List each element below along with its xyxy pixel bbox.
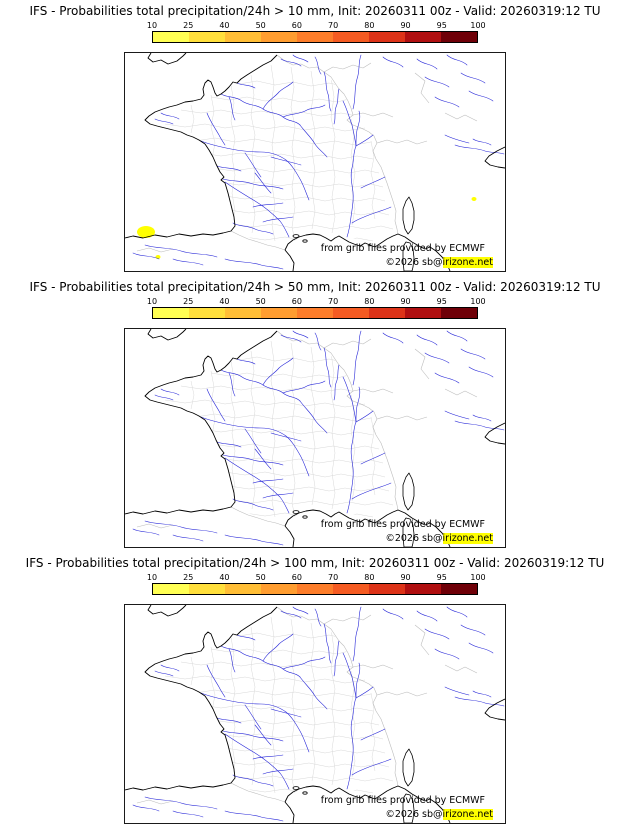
colorbar-segment: [369, 32, 405, 42]
copyright-prefix: ©2026 sb@: [385, 257, 443, 268]
probability-areas: [137, 197, 477, 259]
copyright-prefix: ©2026 sb@: [385, 533, 443, 544]
colorbar-tick-label: 40: [219, 297, 230, 306]
panel-title: IFS - Probabilities total precipitation/…: [29, 4, 601, 18]
colorbar-segment: [153, 308, 189, 318]
probability-colorbar: 10 25 40 50 60 70 80 90 95 100: [147, 573, 486, 595]
colorbar-tick-label: 90: [400, 573, 411, 582]
colorbar-tick-label: 100: [470, 297, 486, 306]
colorbar-tick-label: 60: [291, 297, 302, 306]
colorbar-tick-label: 80: [364, 21, 375, 30]
colorbar-tick-labels: 10 25 40 50 60 70 80 90 95 100: [147, 297, 486, 307]
colorbar-tick-label: 90: [400, 297, 411, 306]
colorbar-tick-label: 100: [470, 21, 486, 30]
colorbar-segment: [261, 584, 297, 594]
copyright-highlight: irizone.net: [442, 533, 493, 544]
panel-threshold-10mm: IFS - Probabilities total precipitation/…: [0, 0, 630, 276]
colorbar-tick-label: 80: [364, 297, 375, 306]
copyright-prefix: ©2026 sb@: [385, 809, 443, 820]
colorbar-segment: [261, 32, 297, 42]
france-map: from grib files provided by ECMWF ©2026 …: [124, 328, 506, 548]
panel-title: IFS - Probabilities total precipitation/…: [29, 280, 601, 294]
colorbar-tick-label: 25: [183, 573, 194, 582]
probability-area-blob: [137, 226, 155, 238]
colorbar-tick-label: 10: [146, 573, 158, 582]
colorbar-tick-label: 50: [255, 297, 266, 306]
colorbar-track: [152, 307, 478, 319]
colorbar-segment: [369, 308, 405, 318]
probability-colorbar: 10 25 40 50 60 70 80 90 95 100: [147, 21, 486, 43]
colorbar-tick-label: 10: [146, 21, 158, 30]
colorbar-tick-label: 40: [219, 573, 230, 582]
france-map: from grib files provided by ECMWF ©2026 …: [124, 52, 506, 272]
copyright-note: ©2026 sb@irizone.net: [385, 533, 493, 544]
colorbar-tick-label: 100: [470, 573, 486, 582]
colorbar-tick-label: 70: [328, 297, 339, 306]
copyright-note: ©2026 sb@irizone.net: [385, 257, 493, 268]
map-canvas: [125, 329, 505, 547]
copyright-highlight: irizone.net: [442, 809, 493, 820]
panel-title: IFS - Probabilities total precipitation/…: [25, 556, 605, 570]
colorbar-segment: [441, 32, 477, 42]
colorbar-tick-label: 95: [436, 21, 447, 30]
colorbar-tick-label: 70: [328, 573, 339, 582]
colorbar-segment: [441, 308, 477, 318]
colorbar-tick-label: 10: [146, 297, 158, 306]
colorbar-tick-label: 60: [291, 573, 302, 582]
colorbar-segment: [297, 584, 333, 594]
colorbar-tick-label: 95: [436, 297, 447, 306]
copyright-highlight: irizone.net: [442, 257, 493, 268]
map-canvas: [125, 53, 505, 271]
copyright-note: ©2026 sb@irizone.net: [385, 809, 493, 820]
colorbar-segment: [297, 32, 333, 42]
panel-threshold-50mm: IFS - Probabilities total precipitation/…: [0, 276, 630, 552]
colorbar-segment: [225, 32, 261, 42]
colorbar-segment: [405, 308, 441, 318]
colorbar-segment: [225, 308, 261, 318]
colorbar-segment: [333, 32, 369, 42]
colorbar-tick-labels: 10 25 40 50 60 70 80 90 95 100: [147, 573, 486, 583]
colorbar-tick-labels: 10 25 40 50 60 70 80 90 95 100: [147, 21, 486, 31]
colorbar-segment: [153, 584, 189, 594]
colorbar-segment: [189, 32, 225, 42]
colorbar-segment: [333, 308, 369, 318]
colorbar-segment: [189, 584, 225, 594]
colorbar-track: [152, 31, 478, 43]
colorbar-tick-label: 40: [219, 21, 230, 30]
colorbar-track: [152, 583, 478, 595]
colorbar-tick-label: 60: [291, 21, 302, 30]
colorbar-tick-label: 80: [364, 573, 375, 582]
probability-area-blob: [471, 197, 477, 201]
ecmwf-source-note: from grib files provided by ECMWF: [320, 243, 485, 254]
colorbar-segment: [261, 308, 297, 318]
colorbar-tick-label: 90: [400, 21, 411, 30]
colorbar-tick-label: 50: [255, 573, 266, 582]
colorbar-segment: [369, 584, 405, 594]
colorbar-segment: [189, 308, 225, 318]
colorbar-tick-label: 70: [328, 21, 339, 30]
colorbar-segment: [333, 584, 369, 594]
france-map: from grib files provided by ECMWF ©2026 …: [124, 604, 506, 824]
colorbar-tick-label: 25: [183, 297, 194, 306]
colorbar-tick-label: 25: [183, 21, 194, 30]
panel-threshold-100mm: IFS - Probabilities total precipitation/…: [0, 552, 630, 828]
colorbar-segment: [405, 32, 441, 42]
colorbar-segment: [153, 32, 189, 42]
colorbar-segment: [297, 308, 333, 318]
ecmwf-source-note: from grib files provided by ECMWF: [320, 795, 485, 806]
ecmwf-source-note: from grib files provided by ECMWF: [320, 519, 485, 530]
colorbar-segment: [441, 584, 477, 594]
map-canvas: [125, 605, 505, 823]
probability-colorbar: 10 25 40 50 60 70 80 90 95 100: [147, 297, 486, 319]
colorbar-segment: [405, 584, 441, 594]
colorbar-tick-label: 50: [255, 21, 266, 30]
colorbar-segment: [225, 584, 261, 594]
colorbar-tick-label: 95: [436, 573, 447, 582]
